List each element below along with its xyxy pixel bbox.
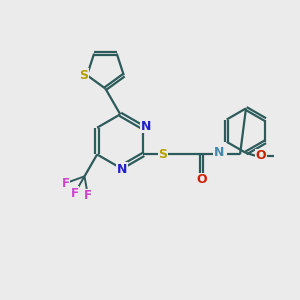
Text: F: F	[84, 189, 92, 203]
Text: S: S	[158, 148, 167, 161]
Text: F: F	[70, 187, 79, 200]
Text: O: O	[196, 173, 207, 186]
Text: N: N	[141, 120, 151, 133]
Text: H: H	[218, 147, 226, 157]
Text: O: O	[256, 149, 266, 162]
Text: N: N	[214, 146, 224, 160]
Text: F: F	[62, 177, 70, 190]
Text: N: N	[117, 163, 127, 176]
Text: S: S	[80, 69, 88, 82]
